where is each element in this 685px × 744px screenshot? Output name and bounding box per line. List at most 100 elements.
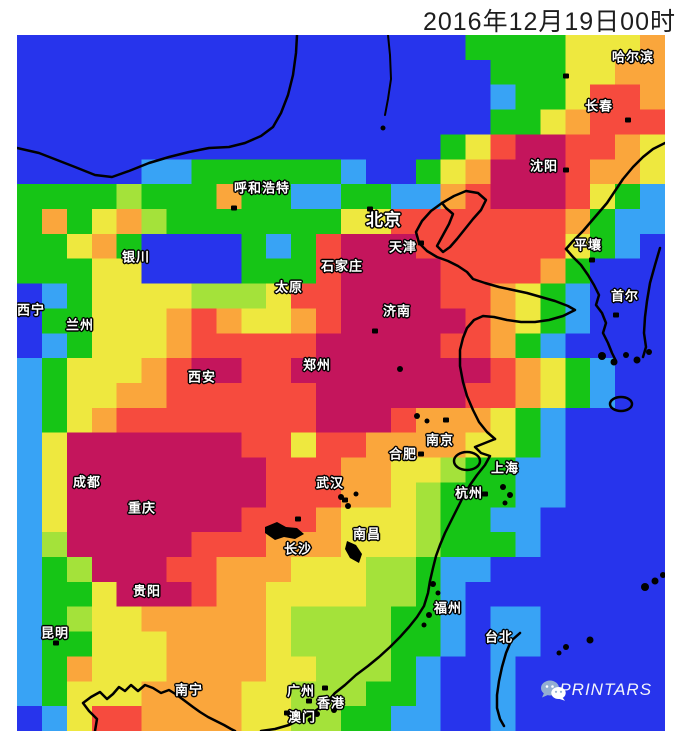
coastline-overlay	[17, 35, 665, 731]
city-label-shijiazhuang: 石家庄	[320, 258, 364, 274]
city-label-tianjin: 天津	[388, 239, 418, 255]
city-label-chongqing: 重庆	[127, 500, 157, 516]
contour-field	[17, 35, 665, 731]
poyang-lake	[345, 541, 362, 563]
city-label-seoul: 首尔	[610, 288, 640, 304]
lake-dot	[353, 491, 359, 497]
city-label-pyongyang: 平壤	[573, 237, 603, 253]
north-border-segment	[384, 35, 392, 116]
city-label-nanjing: 南京	[425, 432, 455, 448]
island-dot	[339, 699, 345, 705]
city-marker-hongkong	[306, 698, 312, 704]
city-marker-macau	[284, 710, 290, 716]
city-label-harbin: 哈尔滨	[611, 49, 655, 65]
taihu-lake	[452, 450, 482, 472]
city-marker-changsha	[295, 516, 301, 522]
taiwan-west-coast	[495, 631, 522, 728]
city-label-lanzhou: 兰州	[65, 317, 95, 333]
city-label-nanchang: 南昌	[352, 526, 382, 542]
island-dot	[633, 356, 641, 364]
city-marker-pyongyang	[589, 257, 595, 263]
city-label-hongkong: 香港	[316, 695, 346, 711]
korea-west-coast	[564, 247, 618, 363]
map-dot	[397, 366, 403, 372]
city-label-shanghai: 上海	[490, 460, 520, 476]
pollution-map: 哈尔滨长春沈阳呼和浩特北京天津 平壤银川石家庄 太原首尔西宁 济南兰州郑州西安南京 合肥…	[17, 35, 665, 731]
island-dot	[660, 572, 665, 578]
city-label-shenyang: 沈阳	[529, 158, 559, 174]
city-label-taipei: 台北	[484, 629, 514, 645]
island-dot	[651, 577, 659, 585]
mongolia-border	[17, 35, 299, 179]
city-label-guangzhou: 广州	[286, 683, 316, 699]
city-label-wuhan: 武汉	[315, 475, 345, 491]
island-dot	[610, 358, 618, 366]
timestamp-title: 2016年12月19日00时	[422, 8, 676, 36]
city-label-yinchuan: 银川	[121, 249, 151, 265]
city-label-jinan: 济南	[382, 303, 412, 319]
city-marker-harbin	[563, 73, 569, 79]
city-label-hohhot: 呼和浩特	[233, 180, 291, 196]
island-dot	[623, 352, 629, 358]
city-marker-hefei	[418, 451, 424, 457]
city-label-zhengzhou: 郑州	[302, 357, 332, 373]
city-marker-seoul	[613, 312, 619, 318]
city-marker-shenyang	[563, 167, 569, 173]
island-dot	[435, 590, 441, 596]
city-label-nanning: 南宁	[174, 682, 204, 698]
city-marker-beijing	[367, 206, 373, 212]
city-marker-hohhot	[231, 205, 237, 211]
island-dot	[556, 650, 562, 656]
island-dot	[430, 581, 436, 587]
island-dot	[646, 349, 652, 355]
city-label-xining: 西宁	[17, 302, 46, 318]
island-dot	[421, 622, 427, 628]
city-marker-jinan	[372, 328, 378, 334]
city-label-hefei: 合肥	[388, 446, 418, 462]
vietnam-border	[81, 683, 237, 731]
city-marker-guangzhou	[322, 685, 328, 691]
city-label-changchun: 长春	[584, 98, 614, 114]
map-dot	[380, 125, 386, 131]
korea-east-coast	[641, 246, 662, 359]
map-dot	[424, 418, 430, 424]
city-label-chengdu: 成都	[72, 474, 102, 490]
island-dot	[500, 484, 506, 490]
city-marker-changchun	[625, 117, 631, 123]
city-label-hangzhou: 杭州	[454, 485, 484, 501]
city-marker-nanjing	[443, 417, 449, 423]
city-label-guiyang: 贵阳	[132, 583, 162, 599]
bohai-shandong-coast	[414, 201, 577, 441]
island-dot	[598, 352, 606, 360]
island-dot	[426, 612, 432, 618]
city-marker-wuhan	[342, 497, 348, 503]
city-label-changsha: 长沙	[283, 541, 313, 557]
sprintars-watermark: SPRINTARS	[540, 680, 653, 701]
liaodong-peninsula	[435, 189, 488, 254]
city-marker-tianjin	[418, 240, 424, 246]
island-dot	[307, 717, 313, 723]
map-dot	[414, 413, 420, 419]
jeju-island	[608, 395, 634, 413]
city-label-fuzhou: 福州	[433, 600, 463, 616]
sprintars-label: SPRINTARS	[547, 680, 653, 699]
city-label-xian: 西安	[187, 369, 217, 385]
city-marker-kunming	[53, 640, 59, 646]
island-dot	[331, 707, 337, 713]
island-dot	[507, 492, 513, 498]
city-label-taiyuan: 太原	[274, 279, 304, 295]
northeast-border	[564, 141, 665, 251]
city-label-macau: 澳门	[287, 709, 317, 725]
island-dot	[563, 644, 569, 650]
city-label-kunming: 昆明	[40, 625, 70, 641]
lake-dot	[345, 503, 351, 509]
city-labels-layer: 哈尔滨长春沈阳呼和浩特北京天津 平壤银川石家庄 太原首尔西宁 济南兰州郑州西安南京 合肥…	[17, 35, 665, 731]
island-dot	[323, 703, 329, 709]
city-marker-hangzhou	[482, 491, 488, 497]
dongting-lake	[265, 522, 304, 540]
island-dot	[502, 500, 508, 506]
island-dot	[641, 583, 649, 591]
island-dot	[314, 711, 320, 717]
city-label-beijing: 北京	[366, 210, 402, 230]
